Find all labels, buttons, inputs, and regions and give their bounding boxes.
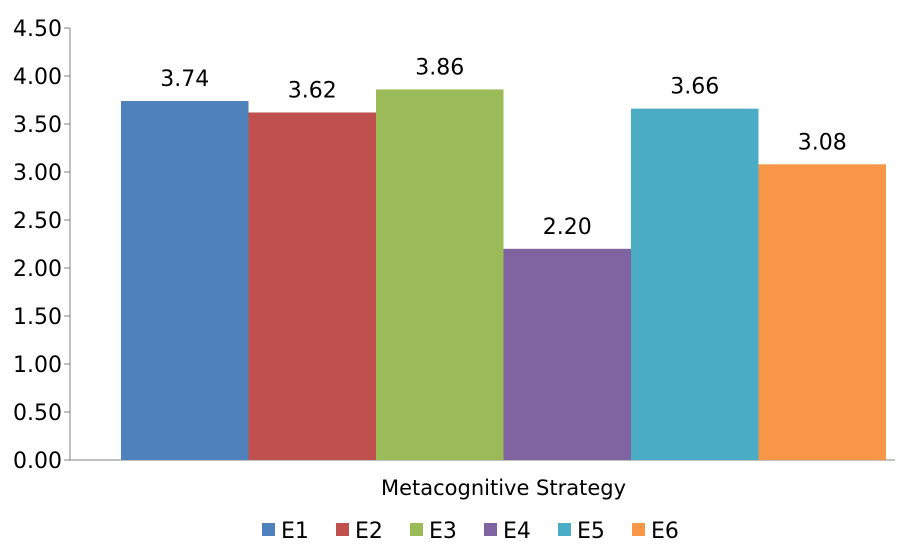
data-labels: 3.74 3.62 3.86 2.20 3.66 3.08	[160, 55, 846, 239]
legend-swatch-e2	[336, 523, 349, 536]
y-tick-label: 4.50	[13, 17, 62, 42]
legend-label-e4: E4	[503, 519, 531, 544]
data-label-e4: 2.20	[543, 215, 592, 240]
bar-e4	[503, 248, 631, 460]
y-tick-label: 1.50	[13, 305, 62, 330]
y-tick-label: 3.50	[13, 113, 62, 138]
bar-e5	[631, 108, 759, 460]
category-labels: Metacognitive Strategy	[381, 476, 626, 500]
legend-swatch-e5	[558, 523, 571, 536]
bar-e3	[376, 89, 504, 460]
category-label: Metacognitive Strategy	[381, 476, 626, 500]
data-label-e1: 3.74	[160, 67, 209, 92]
data-label-e5: 3.66	[670, 75, 719, 100]
bar-e1	[121, 100, 249, 461]
legend-swatch-e1	[262, 523, 275, 536]
legend-swatch-e6	[632, 523, 645, 536]
legend-swatch-e4	[484, 523, 497, 536]
y-tick-label: 2.50	[13, 209, 62, 234]
data-label-e3: 3.86	[415, 55, 464, 80]
legend-swatch-e3	[410, 523, 423, 536]
y-tick-label: 1.00	[13, 353, 62, 378]
y-tick-label: 3.00	[13, 161, 62, 186]
bar-e6	[758, 164, 886, 460]
y-tick-label: 0.00	[13, 449, 62, 474]
legend-label-e2: E2	[355, 519, 383, 544]
legend: E1 E2 E3 E4 E5 E6	[262, 519, 679, 544]
bar-e2	[248, 112, 376, 460]
legend-label-e5: E5	[577, 519, 605, 544]
legend-label-e1: E1	[281, 519, 309, 544]
legend-label-e3: E3	[429, 519, 457, 544]
legend-label-e6: E6	[651, 519, 679, 544]
bars	[121, 89, 886, 461]
axes: 0.00 0.50 1.00 1.50 2.00 2.50 3.00 3.50 4.00 4.50	[13, 17, 895, 474]
y-tick-label: 4.00	[13, 65, 62, 90]
y-tick-label: 0.50	[13, 401, 62, 426]
data-label-e6: 3.08	[798, 130, 847, 155]
data-label-e2: 3.62	[288, 78, 337, 103]
y-tick-label: 2.00	[13, 257, 62, 282]
